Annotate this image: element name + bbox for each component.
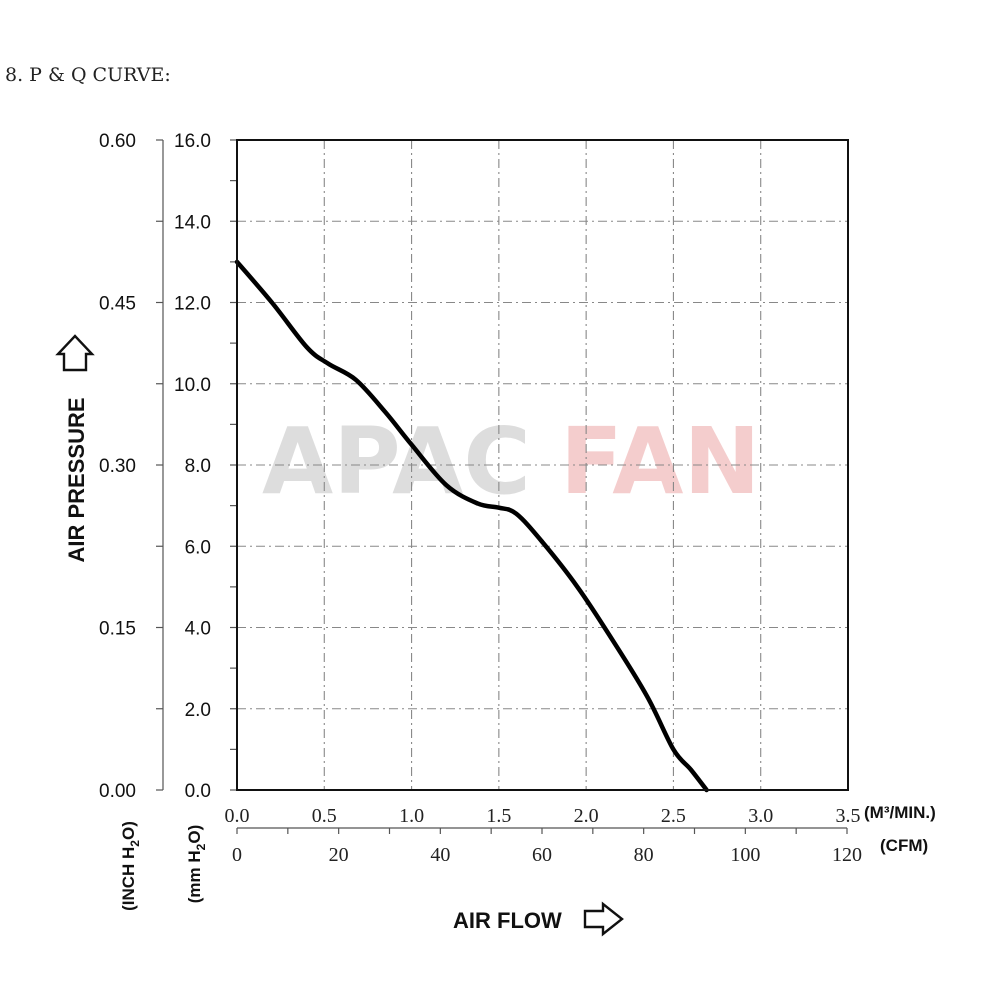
- air-pressure-label: AIR PRESSURE: [64, 397, 89, 562]
- inch-unit-post: O): [119, 821, 138, 840]
- x-m3-tick-label: 1.5: [486, 805, 511, 827]
- y-mm-tick-label: 4.0: [185, 619, 211, 640]
- y-inch-tick-label: 0.45: [99, 294, 136, 315]
- x-cfm-tick-label: 20: [329, 844, 349, 866]
- y-mm-tick-label: 0.0: [185, 781, 211, 802]
- x-m3-tick-label: 1.0: [399, 805, 424, 827]
- x-m3-tick-label: 2.0: [574, 805, 599, 827]
- up-arrow-icon: [55, 334, 95, 372]
- x-m3-tick-label: 0.0: [225, 805, 250, 827]
- y-inch-tick-label: 0.00: [99, 781, 136, 802]
- y-mm-tick-label: 14.0: [174, 212, 211, 233]
- y-mm-tick-label: 8.0: [185, 456, 211, 477]
- plot-frame: [236, 139, 849, 791]
- x-cfm-tick-label: 120: [832, 844, 862, 866]
- watermark-fan: FAN: [560, 408, 761, 515]
- x-m3-tick-label: 3.5: [836, 805, 861, 827]
- x-cfm-tick-label: 40: [430, 844, 450, 866]
- x-cfm-tick-label: 60: [532, 844, 552, 866]
- y-mm-tick-label: 6.0: [185, 537, 211, 558]
- y-mm-tick-label: 2.0: [185, 700, 211, 721]
- y-mm-tick-label: 12.0: [174, 294, 211, 315]
- right-arrow-icon: [583, 901, 624, 937]
- x-cfm-tick-label: 0: [232, 844, 242, 866]
- inch-unit-label: (INCH H2O): [119, 821, 142, 911]
- mm-unit-sub: 2: [194, 843, 208, 850]
- y-inch-tick-label: 0.30: [99, 456, 136, 477]
- inch-unit-label-group: (INCH H2O): [119, 821, 142, 911]
- mm-unit-pre: (mm H: [185, 850, 204, 903]
- x-m3-tick-label: 3.0: [748, 805, 773, 827]
- section-heading: 8. P & Q CURVE:: [5, 64, 171, 86]
- watermark-part2: FAN: [560, 408, 761, 515]
- mm-unit-label-group: (mm H2O): [185, 825, 208, 903]
- y-mm-tick-label: 10.0: [174, 375, 211, 396]
- inch-unit-sub: 2: [128, 840, 142, 847]
- y-inch-tick-label: 0.15: [99, 619, 136, 640]
- tick-labels: 0.02.04.06.08.010.012.014.016.00.000.150…: [99, 131, 862, 866]
- x-m3-tick-label: 2.5: [661, 805, 686, 827]
- pq-curve-line: [234, 259, 709, 793]
- x-cfm-tick-label: 100: [730, 844, 760, 866]
- mm-unit-post: O): [185, 825, 204, 844]
- x-m3-tick-label: 0.5: [312, 805, 337, 827]
- m3-unit-label: (M³/MIN.): [864, 803, 936, 822]
- air-flow-label: AIR FLOW: [453, 908, 562, 933]
- y-mm-tick-label: 16.0: [174, 131, 211, 152]
- inch-unit-pre: (INCH H: [119, 847, 138, 911]
- cfm-unit-label: (CFM): [880, 836, 928, 855]
- mm-unit-label: (mm H2O): [185, 825, 208, 903]
- grid-lines: [237, 140, 848, 790]
- x-cfm-tick-label: 80: [634, 844, 654, 866]
- air-pressure-label-group: AIR PRESSURE: [64, 397, 89, 562]
- y-inch-tick-label: 0.60: [99, 131, 136, 152]
